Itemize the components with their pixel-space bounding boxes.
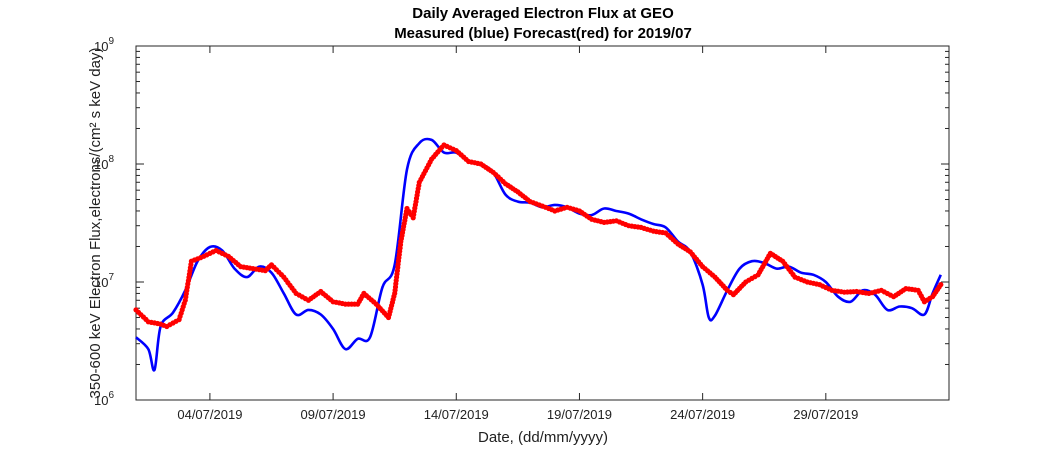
y-tick-label: 106 bbox=[94, 390, 114, 408]
series-forecast bbox=[133, 142, 944, 330]
y-tick-label: 109 bbox=[94, 36, 114, 54]
x-tick-label: 04/07/2019 bbox=[177, 407, 242, 422]
forecast-point bbox=[938, 282, 944, 288]
x-axis-label: Date, (dd/mm/yyyy) bbox=[478, 429, 608, 446]
y-axis-label: 350-600 keV Electron Flux,electrons/(cm²… bbox=[87, 48, 104, 399]
y-tick-exponent: 8 bbox=[108, 154, 114, 165]
x-tick-label: 14/07/2019 bbox=[424, 407, 489, 422]
y-tick-label: 107 bbox=[94, 272, 114, 290]
chart-subtitle: Measured (blue) Forecast(red) for 2019/0… bbox=[394, 25, 692, 42]
y-tick-base: 10 bbox=[94, 39, 108, 54]
y-tick-label: 108 bbox=[94, 154, 114, 172]
y-tick-base: 10 bbox=[94, 157, 108, 172]
x-tick-label: 24/07/2019 bbox=[670, 407, 735, 422]
y-tick-base: 10 bbox=[94, 393, 108, 408]
y-tick-exponent: 6 bbox=[108, 390, 114, 401]
chart-title: Daily Averaged Electron Flux at GEO bbox=[412, 5, 674, 22]
x-tick-label: 19/07/2019 bbox=[547, 407, 612, 422]
y-tick-exponent: 9 bbox=[108, 36, 114, 47]
y-tick-base: 10 bbox=[94, 275, 108, 290]
y-tick-exponent: 7 bbox=[108, 272, 114, 283]
plot-area bbox=[135, 45, 950, 401]
x-tick-label: 09/07/2019 bbox=[301, 407, 366, 422]
x-tick-label: 29/07/2019 bbox=[793, 407, 858, 422]
x-axis: 04/07/2019 09/07/2019 14/07/2019 19/07/2019… bbox=[177, 46, 858, 422]
series-layer bbox=[133, 137, 944, 372]
